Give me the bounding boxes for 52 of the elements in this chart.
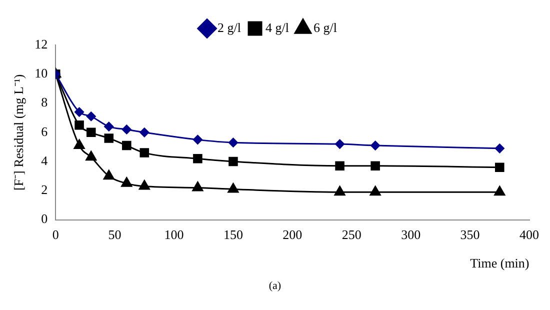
x-tick-label: 150 (223, 227, 243, 242)
x-tick-label: 0 (52, 227, 59, 242)
point (103, 170, 114, 180)
point (122, 124, 132, 134)
y-tick-label: 10 (34, 66, 48, 81)
point (193, 154, 202, 164)
legend-label: 6 g/l (313, 20, 338, 35)
point (104, 134, 114, 143)
point (122, 140, 132, 150)
point (228, 138, 238, 148)
legend-label: 4 g/l (266, 20, 290, 35)
x-axis-title: Time (min) (470, 256, 530, 271)
point (370, 186, 381, 196)
x-tick-label: 50 (108, 227, 122, 242)
point (228, 182, 239, 193)
x-tick-label: 350 (460, 227, 480, 242)
x-tick-label: 400 (520, 227, 539, 242)
point (74, 139, 85, 150)
x-tick-label: 300 (401, 227, 421, 242)
y-tick-label: 6 (41, 124, 48, 139)
point (335, 139, 345, 149)
point (86, 150, 97, 161)
y-tick-label: 12 (34, 36, 48, 52)
y-tick-label: 4 (41, 152, 48, 168)
point (192, 182, 204, 192)
point (494, 144, 504, 154)
point (370, 161, 380, 171)
point (74, 107, 84, 117)
x-tick-label: 100 (164, 227, 184, 242)
point (228, 156, 238, 166)
text: (a) (268, 280, 282, 292)
point (104, 122, 114, 132)
point (495, 162, 504, 172)
y-tick-label: 0 (41, 211, 48, 226)
point (334, 186, 346, 196)
point (138, 180, 150, 190)
y-tick-label: 2 (41, 182, 48, 198)
point (140, 128, 150, 138)
y-tick-label: 8 (41, 94, 48, 110)
point (192, 134, 202, 144)
point (121, 177, 132, 187)
point (494, 186, 506, 196)
legend-label: 2 g/l (218, 20, 242, 35)
point (335, 161, 344, 171)
point (140, 148, 150, 158)
point (370, 140, 380, 150)
x-tick-label: 250 (342, 227, 362, 242)
y-axis-title: [F⁻] Residual (mg L⁻¹) (11, 74, 26, 191)
point (86, 128, 96, 138)
point (74, 120, 84, 130)
x-tick-label: 200 (282, 227, 302, 242)
point (86, 112, 96, 122)
